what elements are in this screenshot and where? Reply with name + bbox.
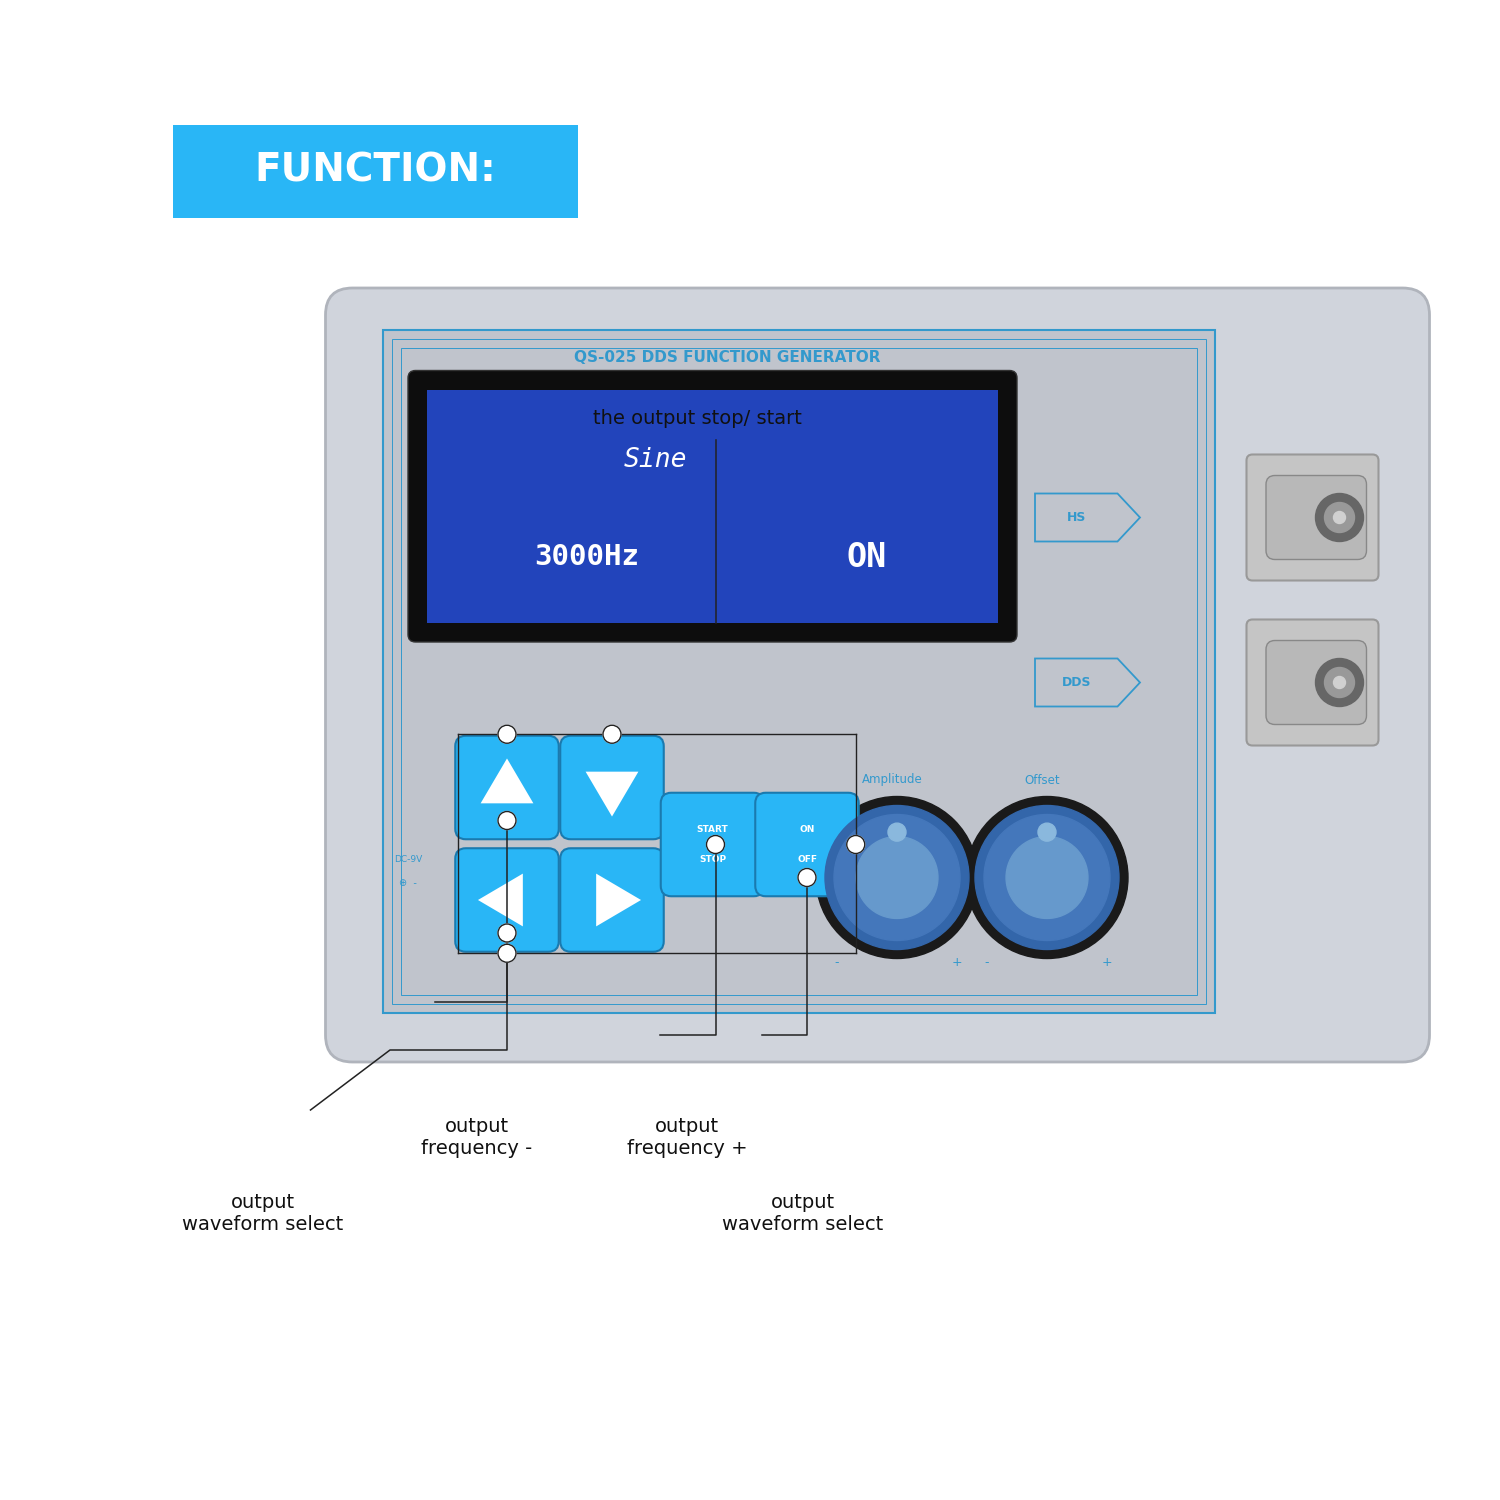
Circle shape [888,824,906,842]
Circle shape [498,945,516,963]
Text: ⊕  -: ⊕ - [399,879,417,888]
FancyBboxPatch shape [560,736,663,840]
Text: Sine: Sine [624,447,687,472]
Text: output
waveform select: output waveform select [722,1192,884,1233]
Circle shape [966,796,1128,958]
FancyBboxPatch shape [427,390,998,622]
Text: the output stop/ start: the output stop/ start [592,408,802,428]
Circle shape [798,868,816,886]
Text: 3000Hz: 3000Hz [534,543,639,572]
Text: +: + [951,957,963,969]
FancyBboxPatch shape [560,849,663,952]
FancyBboxPatch shape [756,792,858,897]
FancyBboxPatch shape [1266,476,1366,560]
Text: -: - [984,957,988,969]
Polygon shape [1035,494,1140,542]
Circle shape [1316,494,1364,542]
FancyBboxPatch shape [456,736,558,840]
FancyBboxPatch shape [382,330,1215,1013]
Circle shape [846,836,864,854]
Text: OFF: OFF [796,855,818,864]
Text: output
waveform select: output waveform select [182,1192,344,1233]
Polygon shape [480,759,534,804]
Circle shape [1334,676,1346,688]
Text: ON: ON [800,825,814,834]
Circle shape [498,726,516,744]
Circle shape [984,815,1110,940]
Circle shape [1324,668,1354,698]
Circle shape [856,837,938,918]
Circle shape [1324,503,1354,532]
Polygon shape [596,873,640,927]
Circle shape [816,796,978,958]
Text: QS-025 DDS FUNCTION GENERATOR: QS-025 DDS FUNCTION GENERATOR [574,350,880,364]
Polygon shape [478,873,524,927]
Text: STOP: STOP [699,855,726,864]
Text: Offset: Offset [1024,774,1060,786]
Text: output
frequency -: output frequency - [422,1118,532,1158]
Text: ON: ON [846,542,886,574]
Text: output
frequency +: output frequency + [627,1118,747,1158]
Text: FUNCTION:: FUNCTION: [254,152,496,190]
FancyBboxPatch shape [456,849,558,952]
FancyBboxPatch shape [172,124,578,217]
FancyBboxPatch shape [1246,620,1378,746]
Circle shape [834,815,960,940]
Circle shape [825,806,969,950]
Circle shape [1007,837,1088,918]
Circle shape [603,726,621,744]
FancyBboxPatch shape [660,792,764,897]
Polygon shape [585,771,639,816]
Circle shape [1334,512,1346,524]
FancyBboxPatch shape [1246,454,1378,580]
FancyBboxPatch shape [1266,640,1366,724]
Text: START: START [696,825,729,834]
Circle shape [975,806,1119,950]
Text: HS: HS [1068,512,1086,524]
Text: DC-9V: DC-9V [394,855,422,864]
Text: Amplitude: Amplitude [862,774,922,786]
Circle shape [498,924,516,942]
Circle shape [1316,658,1364,706]
FancyBboxPatch shape [408,370,1017,642]
Circle shape [1038,824,1056,842]
Circle shape [498,812,516,830]
FancyBboxPatch shape [326,288,1430,1062]
Circle shape [706,836,724,854]
Polygon shape [1035,658,1140,706]
Text: -: - [834,957,839,969]
Text: +: + [1101,957,1113,969]
Text: DDS: DDS [1062,676,1092,688]
